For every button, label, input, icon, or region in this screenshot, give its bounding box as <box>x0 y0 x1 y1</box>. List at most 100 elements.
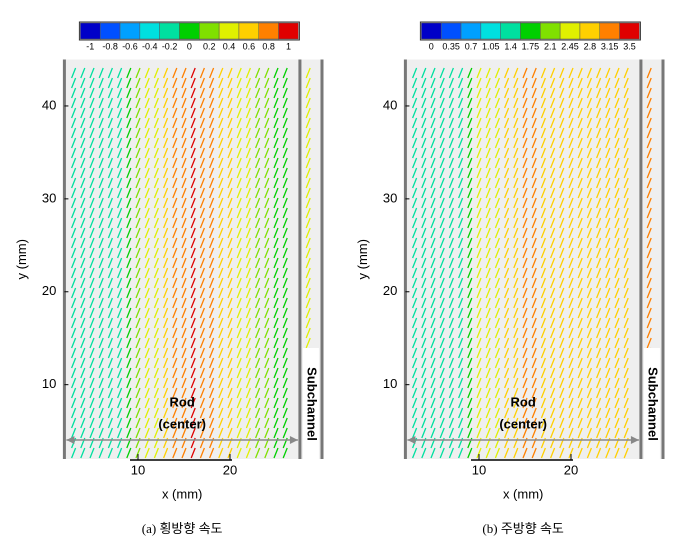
colorbar-cell <box>440 22 462 40</box>
vector <box>522 227 528 239</box>
vector <box>135 397 141 409</box>
vector <box>457 287 464 299</box>
vector <box>457 237 464 249</box>
x-axis-label: x (mm) <box>503 486 543 501</box>
vector <box>411 177 418 189</box>
vector <box>439 257 445 269</box>
vector <box>116 337 123 349</box>
vector <box>540 357 547 369</box>
vector <box>89 77 95 89</box>
vector <box>199 207 206 219</box>
vector <box>98 447 104 459</box>
vector <box>577 237 583 249</box>
vector <box>559 327 565 339</box>
vector <box>540 417 547 429</box>
vector <box>559 297 565 309</box>
vector <box>605 447 611 459</box>
vector <box>70 237 77 249</box>
vector <box>503 167 510 179</box>
vector <box>190 217 196 229</box>
vector <box>577 107 583 119</box>
vector <box>153 407 160 419</box>
vector <box>476 317 482 329</box>
vector <box>107 387 114 399</box>
vector <box>467 247 473 259</box>
vector <box>282 157 288 169</box>
vector <box>476 217 482 229</box>
vector <box>513 157 519 169</box>
vector <box>89 287 95 299</box>
vector <box>549 387 556 399</box>
vector <box>172 447 178 459</box>
vector <box>531 357 537 369</box>
vector <box>199 237 206 249</box>
vector <box>144 217 150 229</box>
vector <box>70 267 77 279</box>
vector <box>411 357 418 369</box>
vector <box>89 237 95 249</box>
vector <box>126 357 132 369</box>
vector <box>467 107 473 119</box>
vector <box>559 337 565 349</box>
vector <box>227 367 233 379</box>
vector <box>577 197 583 209</box>
vector <box>586 197 593 209</box>
vector <box>411 207 418 219</box>
vector <box>467 227 473 239</box>
vector <box>245 357 252 369</box>
vector <box>614 137 620 149</box>
vector <box>577 277 583 289</box>
vector <box>457 387 464 399</box>
vector <box>190 327 196 339</box>
vector <box>595 367 602 379</box>
vector <box>89 217 95 229</box>
vector <box>503 287 510 299</box>
vector <box>273 287 279 299</box>
vector <box>513 327 519 339</box>
vector <box>107 137 114 149</box>
vector <box>144 377 150 389</box>
vector <box>595 147 602 159</box>
vector <box>126 187 132 199</box>
vector <box>162 327 169 339</box>
vector <box>421 297 427 309</box>
vector <box>126 347 132 359</box>
vector <box>199 217 206 229</box>
vector <box>559 157 565 169</box>
vector <box>485 197 491 209</box>
vector <box>586 77 593 89</box>
vector-column <box>70 67 77 459</box>
vector <box>595 297 602 309</box>
vector <box>236 297 242 309</box>
vector <box>254 177 261 189</box>
vector <box>494 297 501 309</box>
vector <box>264 237 270 249</box>
vector <box>503 147 510 159</box>
vector <box>540 247 547 259</box>
vector <box>89 337 95 349</box>
vector <box>494 117 501 129</box>
vector <box>623 147 629 159</box>
vector <box>476 157 482 169</box>
vector <box>70 177 77 189</box>
vector <box>162 317 169 329</box>
vector <box>540 137 547 149</box>
vector <box>227 257 233 269</box>
vector <box>485 387 491 399</box>
vector <box>586 417 593 429</box>
vector <box>411 197 418 209</box>
vector <box>586 167 593 179</box>
vector <box>236 137 242 149</box>
vector <box>89 97 95 109</box>
vector <box>531 127 537 139</box>
vector <box>476 177 482 189</box>
vector <box>531 97 537 109</box>
vector <box>586 227 593 239</box>
vector <box>98 247 104 259</box>
vector <box>457 427 464 439</box>
vector <box>577 287 583 299</box>
vector <box>135 127 141 139</box>
vector <box>513 97 519 109</box>
vector <box>595 407 602 419</box>
vector <box>162 87 169 99</box>
